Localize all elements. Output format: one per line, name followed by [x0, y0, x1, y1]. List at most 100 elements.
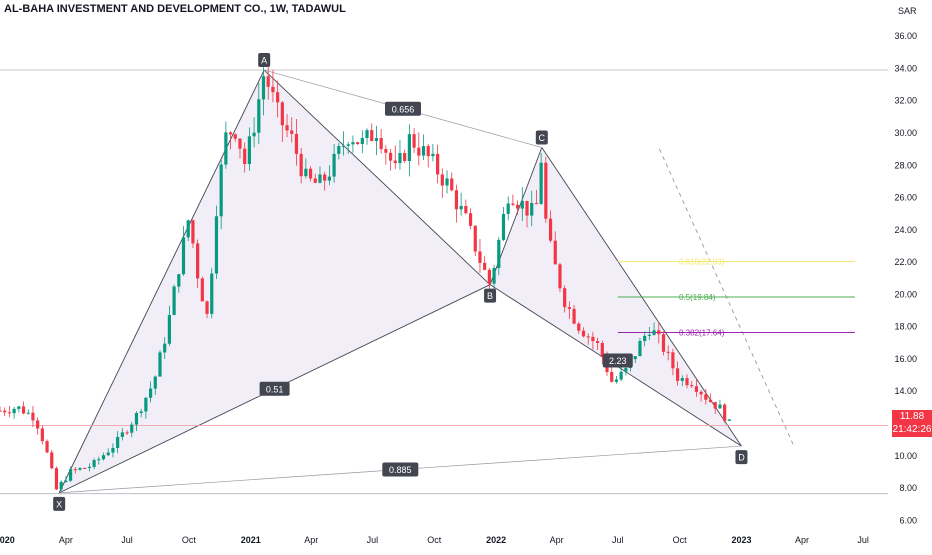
candle-body	[360, 138, 364, 145]
y-tick-label: 28.00	[894, 160, 917, 170]
candle-body	[0, 410, 2, 412]
candle-body	[177, 274, 181, 287]
candle-body	[285, 125, 289, 131]
candle-body	[304, 168, 308, 177]
pattern-labels-layer: X A B C D 0.51 0.656 0.885 2.23	[53, 53, 748, 511]
candle-body	[516, 204, 520, 209]
y-tick-label: 6.00	[899, 515, 917, 525]
y-tick-label: 16.00	[894, 354, 917, 364]
candle-body	[708, 399, 713, 403]
candle-body	[558, 264, 562, 289]
candle-body	[7, 412, 12, 414]
candle-body	[356, 142, 360, 145]
candle-body	[652, 330, 656, 335]
candle-body	[577, 323, 581, 331]
y-tick-label: 24.00	[894, 225, 917, 235]
candle-body	[412, 134, 416, 148]
x-tick-label: 2022	[486, 535, 506, 545]
candle-body	[473, 225, 477, 252]
candle-body	[299, 153, 303, 177]
candle-body	[327, 176, 331, 181]
candle-body	[271, 86, 275, 93]
candle-body	[511, 203, 515, 205]
candle-body	[144, 397, 148, 412]
candle-body	[45, 441, 49, 453]
candle-body	[694, 386, 699, 392]
candle-body	[167, 314, 171, 344]
candle-body	[365, 130, 369, 139]
candle-body	[17, 406, 21, 409]
point-label-b-bg	[484, 288, 497, 303]
candle-body	[657, 330, 661, 335]
candle-body	[116, 436, 120, 448]
candle-body	[633, 356, 637, 360]
candle-body	[196, 243, 200, 279]
pattern-leg-xa	[58, 69, 265, 494]
candle-body	[294, 133, 299, 154]
candle-body	[685, 378, 689, 386]
candle-body	[666, 351, 670, 353]
pattern-leg-ab	[263, 69, 491, 286]
y-tick-label: 26.00	[894, 193, 917, 203]
candle-body	[337, 146, 341, 154]
candle-body	[332, 153, 336, 177]
candle-body	[581, 330, 586, 337]
chart-title: AL-BAHA INVESTMENT AND DEVELOPMENT CO., …	[4, 3, 346, 15]
candle-body	[487, 269, 491, 284]
ratio-label: 0.51	[259, 381, 290, 396]
candle-body	[233, 134, 237, 139]
candle-body	[12, 408, 16, 414]
candle-body	[610, 372, 614, 382]
x-tick-label: Oct	[182, 535, 197, 545]
candle-body	[530, 203, 534, 216]
projection-dashed-line	[659, 148, 795, 447]
point-label-c: C	[535, 130, 548, 145]
last-price-tag: 11.88 21:42:26	[892, 410, 932, 437]
ratio-label-bg	[384, 101, 421, 116]
point-label-a-bg	[258, 53, 271, 68]
candle-body	[520, 200, 524, 209]
candle-body	[106, 452, 110, 456]
candle-body	[638, 341, 642, 357]
candle-body	[36, 420, 40, 429]
candle-body	[266, 76, 270, 87]
candle-body	[445, 178, 449, 186]
candle-body	[290, 130, 294, 134]
fib-level-label: 0.382(17.64)	[679, 328, 725, 337]
x-tick-label: Jul	[612, 535, 624, 545]
candle-body	[323, 174, 327, 181]
candle-body	[468, 213, 473, 226]
candlesticks-layer	[0, 57, 731, 491]
candle-body	[351, 142, 355, 145]
candle-body	[130, 424, 134, 433]
candle-body	[87, 466, 92, 469]
candle-body	[125, 432, 129, 434]
candle-body	[506, 203, 510, 214]
candle-body	[492, 267, 496, 284]
candle-body	[431, 153, 435, 157]
candle-body	[539, 162, 543, 204]
point-label-a: A	[258, 53, 271, 68]
candle-body	[374, 138, 379, 141]
candle-body	[214, 216, 219, 274]
x-tick-label: Apr	[304, 535, 318, 545]
candle-body	[318, 174, 322, 183]
candle-body	[614, 379, 619, 382]
candle-body	[308, 168, 313, 179]
candle-body	[78, 467, 82, 470]
candle-body	[393, 160, 397, 164]
candle-body	[699, 391, 703, 395]
candle-body	[426, 146, 430, 157]
candle-body	[417, 147, 421, 156]
y-tick-label: 18.00	[894, 322, 917, 332]
y-axis: 6.008.0010.0012.0014.0016.0018.0020.0022…	[894, 31, 917, 525]
y-tick-label: 20.00	[894, 289, 917, 299]
candle-body	[727, 419, 731, 421]
candle-body	[436, 153, 440, 175]
candle-body	[421, 146, 426, 156]
ratio-label-text: 0.51	[266, 384, 284, 394]
fib-level-label: 0.5(19.84)	[679, 293, 716, 302]
candle-body	[563, 288, 567, 308]
